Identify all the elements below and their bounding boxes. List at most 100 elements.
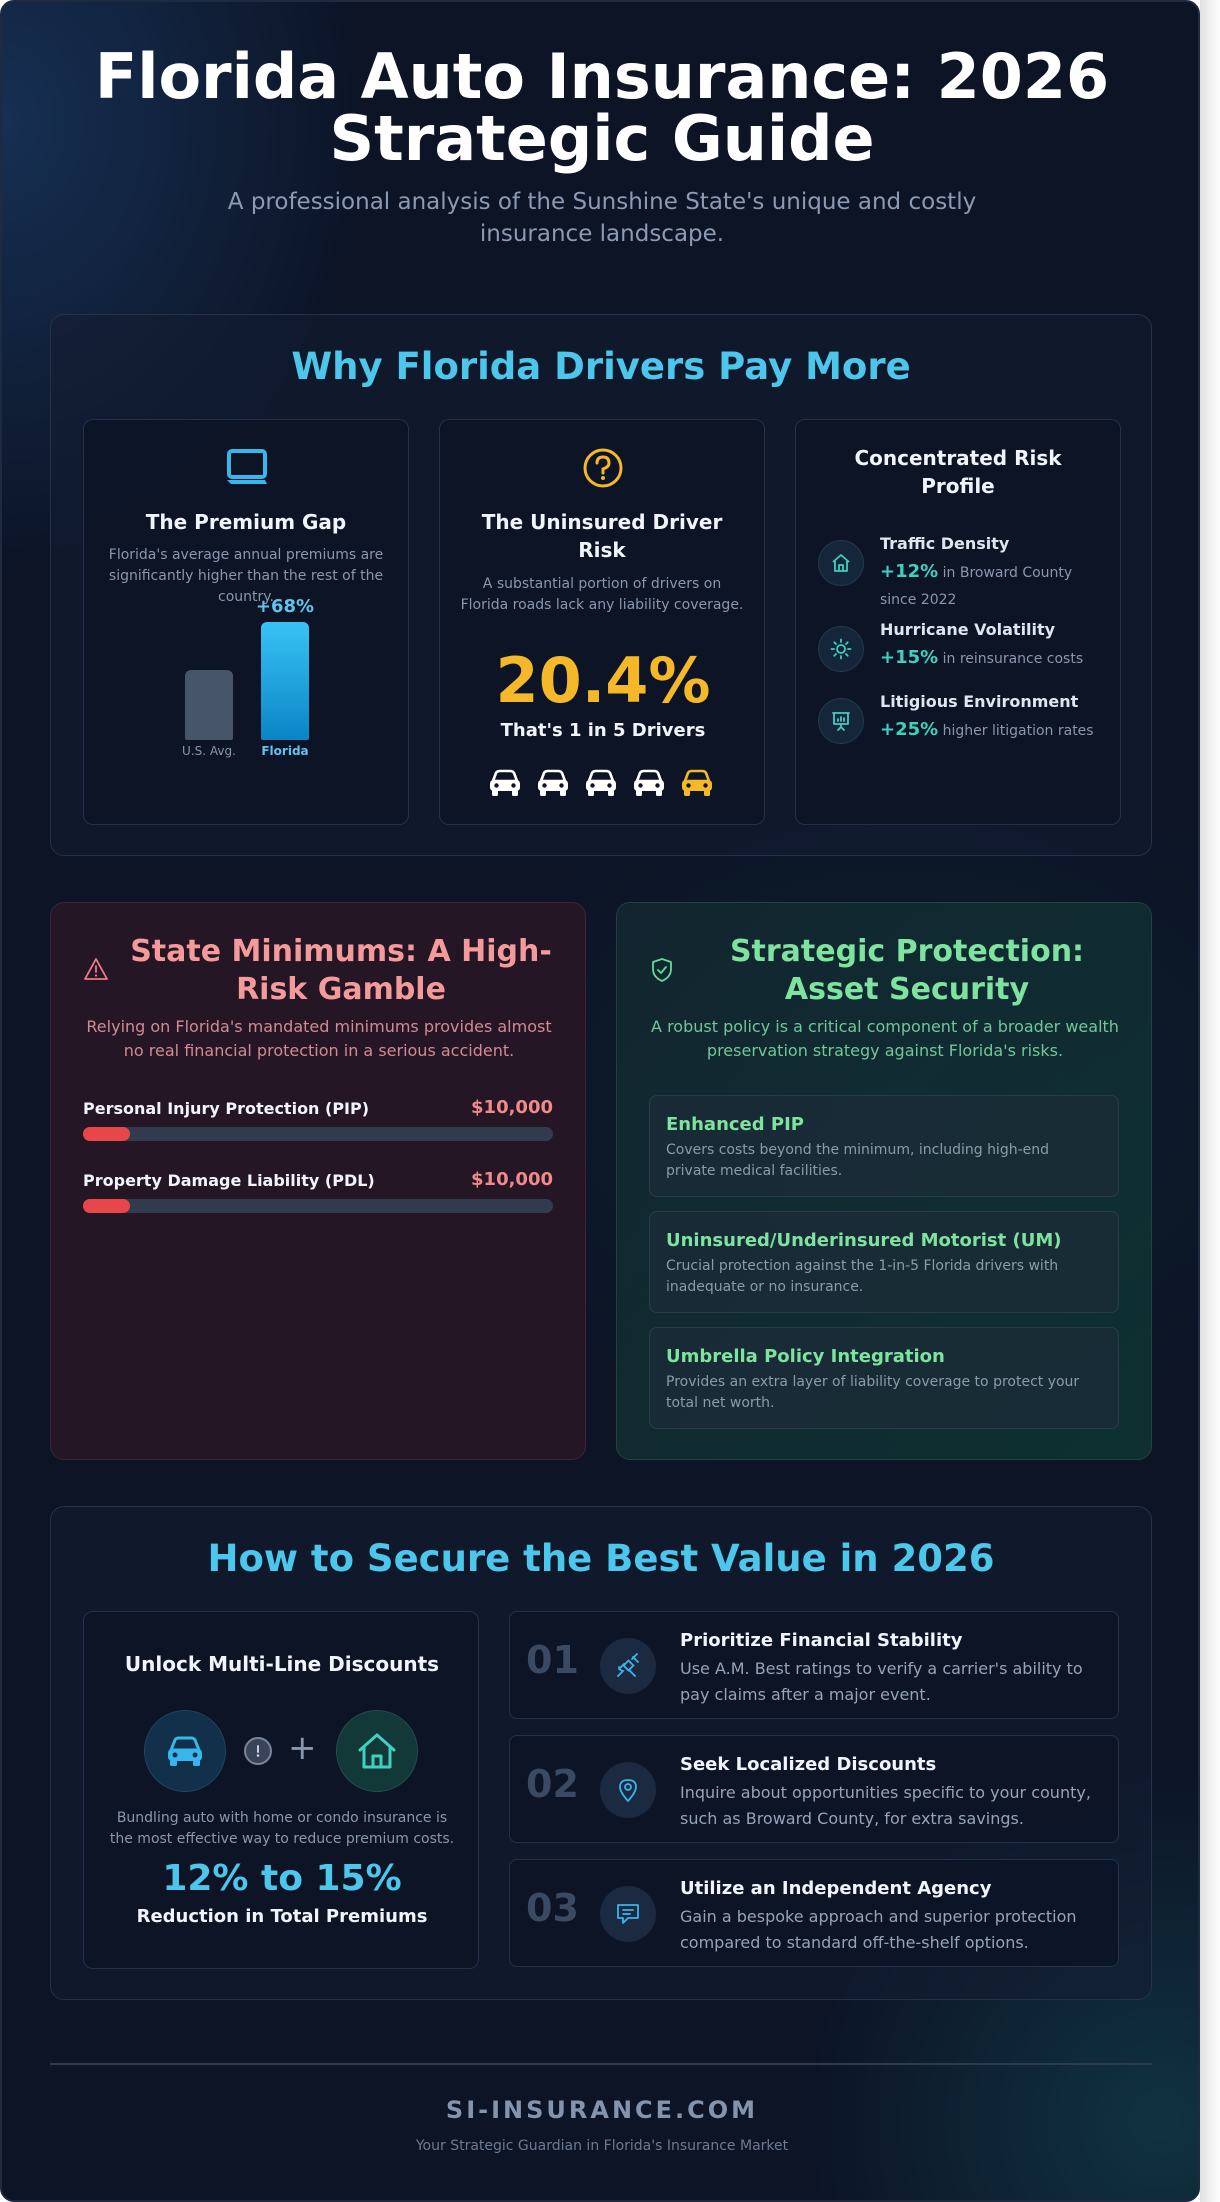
risk-item: Litigious Environment +25% higher litiga… [818, 692, 1110, 768]
car-icon [632, 768, 666, 798]
discount-text: Bundling auto with home or condo insuran… [109, 1810, 455, 1847]
risk-profile-title-line-2: Profile [921, 474, 995, 498]
satellite-icon [600, 1638, 656, 1694]
uninsured-stat-caption: That's 1 in 5 Drivers [500, 720, 706, 741]
step-number: 02 [526, 1762, 579, 1806]
protection-item-text: Crucial protection against the 1-in-5 Fl… [666, 1258, 1059, 1295]
uninsured-title-line-1: The Uninsured Driver [481, 510, 723, 534]
risk-pct: +15% [880, 647, 939, 668]
protection-item: Enhanced PIP Covers costs beyond the min… [649, 1095, 1119, 1197]
risk-detail-text: in Broward County [938, 565, 1073, 581]
laptop-icon [225, 448, 269, 492]
page-subtitle: A professional analysis of the Sunshine … [227, 189, 977, 247]
question-circle-icon [581, 446, 625, 494]
step-number: 03 [526, 1886, 579, 1930]
page-title: Florida Auto Insurance: 2026 Strategic G… [62, 46, 1142, 170]
pip-value: $10,000 [471, 1097, 553, 1118]
risk-detail: +25% higher litigation rates [880, 716, 1110, 745]
footer-brand: SI-INSURANCE.COM [445, 2096, 759, 2124]
step-card: 02 Seek Localized Discounts Inquire abou… [509, 1735, 1119, 1843]
protection-title-line-2: Asset Security [784, 972, 1030, 1007]
protection-item-title: Enhanced PIP [666, 1114, 804, 1135]
risk-detail-text: higher litigation rates [938, 723, 1094, 739]
car-icon [680, 768, 714, 798]
home-icon [336, 1710, 418, 1792]
premium-gap-card: The Premium Gap Florida's average annual… [83, 419, 409, 825]
premium-gap-text: Florida's average annual premiums are si… [108, 547, 384, 605]
pdl-progress-track [83, 1199, 553, 1213]
car-icon [144, 1710, 226, 1792]
pip-progress-fill [83, 1127, 130, 1141]
risk-detail-text: in reinsurance costs [938, 651, 1084, 667]
footer-divider [50, 2063, 1152, 2065]
protection-item: Umbrella Policy Integration Provides an … [649, 1327, 1119, 1429]
risk-item: Hurricane Volatility +15% in reinsurance… [818, 620, 1110, 696]
protection-item-text: Provides an extra layer of liability cov… [666, 1374, 1080, 1411]
pdl-progress-fill [83, 1199, 130, 1213]
minimums-title: State Minimums: A High- Risk Gamble [121, 933, 561, 1009]
title-line-1: Florida Auto Insurance: 2026 [94, 40, 1110, 113]
car-icon [536, 768, 570, 798]
risk-pct: +25% [880, 719, 939, 740]
premium-gap-title: The Premium Gap [145, 510, 347, 534]
protection-item-text: Covers costs beyond the minimum, includi… [666, 1142, 1050, 1179]
uninsured-title: The Uninsured Driver Risk [450, 508, 754, 564]
home-icon [818, 540, 864, 586]
step-title: Seek Localized Discounts [680, 1754, 937, 1775]
info-icon [244, 1737, 272, 1765]
chat-icon [600, 1886, 656, 1942]
car-icon-row [488, 768, 718, 802]
pip-progress-track [83, 1127, 553, 1141]
discount-stat: 12% to 15% [162, 1858, 402, 1899]
premium-bar-label: U.S. Avg. [182, 744, 236, 758]
pip-label: Personal Injury Protection (PIP) [83, 1099, 370, 1118]
step-title: Utilize an Independent Agency [680, 1878, 992, 1899]
risk-name: Traffic Density [880, 534, 1010, 553]
minimums-title-line-1: State Minimums: A High- [130, 934, 552, 969]
uninsured-title-line-2: Risk [578, 538, 626, 562]
premium-delta-label: +68% [255, 596, 315, 617]
premium-bar-label: Florida [261, 744, 309, 758]
value-section-title: How to Secure the Best Value in 2026 [207, 1537, 995, 1580]
car-icon [488, 768, 522, 798]
why-section-title: Why Florida Drivers Pay More [291, 345, 911, 388]
risk-detail-text-2: since 2022 [880, 592, 957, 608]
step-text: Use A.M. Best ratings to verify a carrie… [680, 1659, 1083, 1704]
risk-pct: +12% [880, 561, 939, 582]
risk-profile-title: Concentrated Risk Profile [806, 444, 1110, 500]
protection-item-title: Umbrella Policy Integration [666, 1346, 945, 1367]
sun-icon [818, 626, 864, 672]
car-icon [584, 768, 618, 798]
premium-bar [185, 669, 233, 740]
discount-stat-caption: Reduction in Total Premiums [136, 1906, 428, 1927]
risk-name: Litigious Environment [880, 692, 1079, 711]
uninsured-stat: 20.4% [495, 644, 711, 717]
protection-item-title: Uninsured/Underinsured Motorist (UM) [666, 1230, 1062, 1251]
uninsured-text: A substantial portion of drivers on Flor… [460, 576, 744, 613]
risk-name: Hurricane Volatility [880, 620, 1056, 639]
uninsured-card: The Uninsured Driver Risk A substantial … [439, 419, 765, 825]
minimums-text: Relying on Florida's mandated minimums p… [86, 1017, 552, 1060]
warning-triangle-icon [83, 957, 109, 985]
shield-check-icon [649, 957, 675, 987]
presentation-chart-icon [818, 698, 864, 744]
page-shadow [1200, 0, 1220, 2202]
why-section: Why Florida Drivers Pay More The Premium… [50, 314, 1152, 856]
risk-item: Traffic Density +12% in Broward County s… [818, 534, 1110, 610]
title-line-2: Strategic Guide [329, 102, 875, 175]
value-section: How to Secure the Best Value in 2026 Unl… [50, 1506, 1152, 2000]
protection-item: Uninsured/Underinsured Motorist (UM) Cru… [649, 1211, 1119, 1313]
plus-icon: + [288, 1728, 317, 1768]
discount-title: Unlock Multi-Line Discounts [124, 1652, 440, 1676]
step-card: 01 Prioritize Financial Stability Use A.… [509, 1611, 1119, 1719]
step-number: 01 [526, 1638, 579, 1682]
step-card: 03 Utilize an Independent Agency Gain a … [509, 1859, 1119, 1967]
premium-bar [261, 622, 309, 740]
step-text: Gain a bespoke approach and superior pro… [680, 1907, 1077, 1952]
minimums-title-line-2: Risk Gamble [236, 972, 446, 1007]
step-title: Prioritize Financial Stability [680, 1630, 963, 1651]
protection-title-line-1: Strategic Protection: [729, 934, 1085, 969]
minimums-section: State Minimums: A High- Risk Gamble Rely… [50, 902, 586, 1460]
protection-section: Strategic Protection: Asset Security A r… [616, 902, 1152, 1460]
